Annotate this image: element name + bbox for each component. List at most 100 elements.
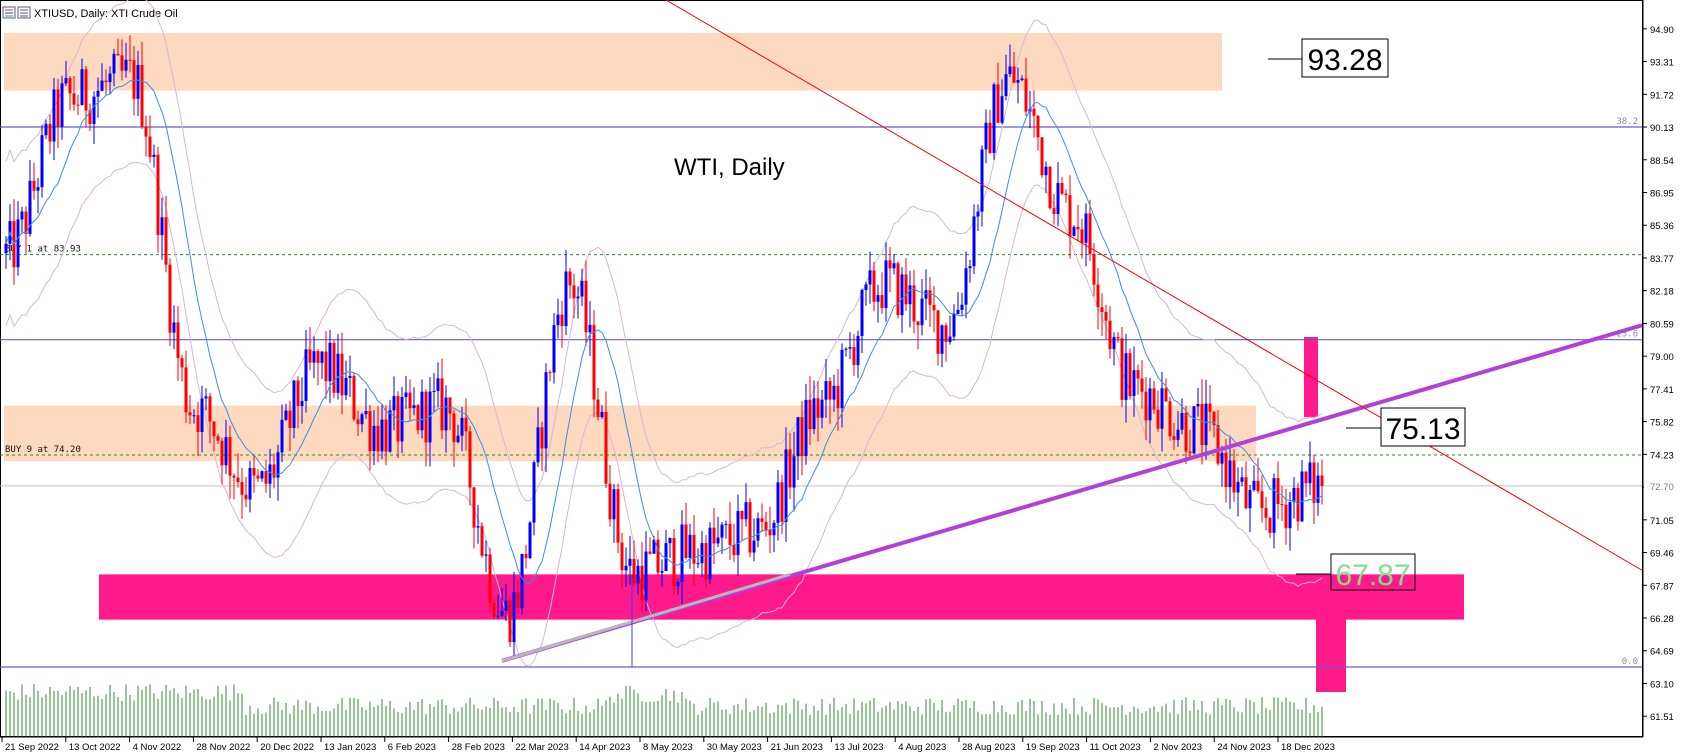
price-tick-label: 80.59: [1650, 319, 1674, 330]
candle-down: [448, 397, 452, 414]
fib-label-2: 0.0: [1622, 657, 1638, 667]
candle-down: [1268, 517, 1272, 533]
candle-up: [1148, 388, 1152, 421]
candle-down: [144, 126, 148, 137]
candle-up: [976, 211, 980, 217]
candle-down: [932, 304, 936, 311]
candle-down: [944, 325, 948, 342]
candle-down: [1208, 403, 1212, 412]
candle-down: [1024, 78, 1028, 112]
price-tick-label: 83.77: [1650, 254, 1674, 265]
time-tick-label: 13 Oct 2022: [69, 742, 121, 753]
candle-down: [324, 351, 328, 382]
candle-down: [1120, 338, 1124, 400]
candle-down: [1080, 229, 1084, 243]
candle-down: [208, 396, 212, 422]
candle-down: [1036, 115, 1040, 138]
candle-up: [720, 524, 724, 538]
resistance-zone: [4, 32, 1222, 91]
candle-up: [1160, 388, 1164, 429]
candle-up: [172, 322, 176, 333]
candle-down: [1068, 195, 1072, 236]
candle-up: [544, 372, 548, 449]
candle-up: [444, 397, 448, 431]
candle-down: [492, 602, 496, 617]
candle-down: [128, 59, 132, 61]
candle-down: [184, 367, 188, 413]
price-tick-label: 82.18: [1650, 287, 1674, 298]
candle-down: [1200, 403, 1204, 446]
candle-up: [908, 285, 912, 305]
candle-down: [1076, 226, 1080, 230]
candle-down: [464, 417, 468, 432]
candle-up: [984, 122, 988, 150]
candle-up: [44, 123, 48, 136]
candle-down: [1172, 436, 1176, 440]
candle-up: [1308, 462, 1312, 484]
candle-up: [1236, 481, 1240, 493]
ascending-trendline-overlay: [501, 572, 791, 663]
candle-up: [1056, 183, 1060, 214]
buy-label-1: BUY 9 at 74.20: [5, 445, 81, 455]
candle-down: [440, 378, 444, 431]
price-tick-label: 64.69: [1650, 647, 1674, 658]
fib-label-0: 38.2: [1616, 117, 1638, 127]
candle-up: [532, 462, 536, 523]
candle-up: [496, 615, 500, 617]
candle-up: [924, 290, 928, 299]
candle-down: [828, 381, 832, 400]
descending-trendline: [665, 0, 1643, 571]
candle-down: [656, 539, 660, 573]
candle-up: [436, 378, 440, 391]
candle-up: [432, 390, 436, 392]
candle-down: [1260, 491, 1264, 509]
candle-up: [968, 266, 972, 269]
current-price-badge: [1644, 479, 1682, 492]
candle-down: [1108, 320, 1112, 350]
candle-up: [1176, 429, 1180, 440]
candle-up: [900, 274, 904, 316]
candle-down: [1184, 412, 1188, 452]
candle-down: [1128, 353, 1132, 396]
candle-down: [244, 494, 248, 500]
candle-down: [72, 93, 76, 105]
candle-up: [1004, 74, 1008, 97]
candle-down: [272, 464, 276, 478]
candle-up: [716, 537, 720, 544]
indicator-icon[interactable]: [17, 6, 31, 19]
window-menu-icon[interactable]: [2, 6, 16, 19]
candle-down: [1116, 337, 1120, 339]
candle-down: [740, 511, 744, 520]
candle-down: [480, 526, 484, 556]
candle-down: [672, 537, 676, 587]
candle-up: [860, 289, 864, 336]
candle-down: [132, 60, 136, 99]
candle-up: [1220, 452, 1224, 464]
pivot-value: 75.13: [1385, 413, 1460, 446]
candle-up: [280, 419, 284, 453]
price-tick-label: 91.72: [1650, 90, 1674, 101]
moving-average-layer: [5, 79, 1323, 584]
candle-up: [304, 349, 308, 401]
candle-down: [516, 592, 520, 608]
candle-up: [336, 353, 340, 393]
candle-up: [348, 375, 352, 378]
candle-down: [760, 518, 764, 522]
candle-down: [240, 482, 244, 495]
candle-up: [884, 260, 888, 309]
candle-up: [832, 385, 836, 400]
candle-up: [688, 534, 692, 558]
candle-down: [1092, 253, 1096, 285]
candle-up: [1016, 80, 1020, 83]
candle-down: [592, 324, 596, 400]
candle-up: [192, 415, 196, 417]
candle-down: [408, 392, 412, 409]
candle-down: [768, 529, 772, 536]
time-tick-label: 28 Nov 2022: [196, 742, 250, 753]
candle-down: [928, 290, 932, 305]
candle-up: [1112, 337, 1116, 350]
candle-down: [196, 415, 200, 432]
candle-down: [1100, 307, 1104, 312]
candle-up: [624, 565, 628, 571]
